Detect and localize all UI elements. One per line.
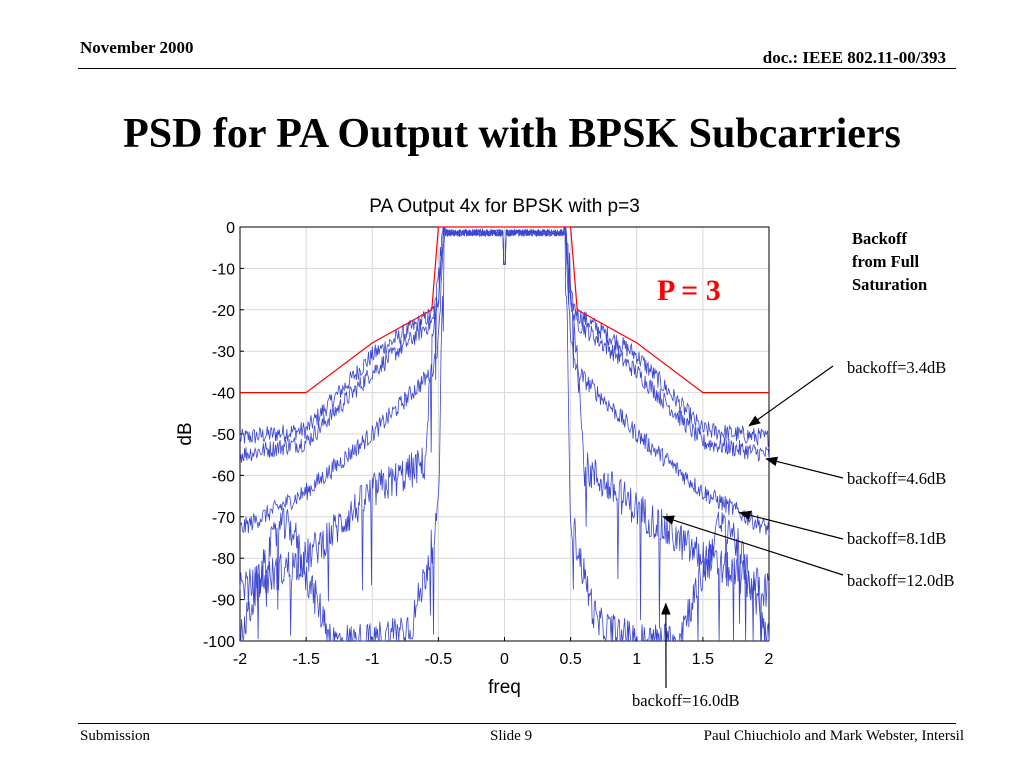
backoff-note-line: from Full xyxy=(852,250,927,273)
backoff-label-8-1: backoff=8.1dB xyxy=(847,529,946,549)
x-tick-label: 0 xyxy=(500,651,509,668)
y-tick-label: 0 xyxy=(226,220,235,237)
footer-divider xyxy=(78,723,956,724)
footer-slide-number: Slide 9 xyxy=(490,728,532,745)
backoff-label-12-0: backoff=12.0dB xyxy=(847,571,955,591)
y-tick-label: -100 xyxy=(203,634,235,651)
x-axis-label: freq xyxy=(488,677,521,698)
footer-submission: Submission xyxy=(80,728,150,745)
y-tick-label: -40 xyxy=(212,386,235,403)
y-tick-label: -50 xyxy=(212,427,235,444)
x-tick-label: -0.5 xyxy=(425,651,453,668)
x-tick-label: 1 xyxy=(632,651,641,668)
p-value-label: P = 3 xyxy=(657,274,721,308)
y-tick-label: -90 xyxy=(212,593,235,610)
y-tick-label: -10 xyxy=(212,261,235,278)
chart-title: PA Output 4x for BPSK with p=3 xyxy=(369,196,640,217)
y-axis-label: dB xyxy=(175,422,196,445)
y-tick-label: -20 xyxy=(212,303,235,320)
footer-authors: Paul Chiuchiolo and Mark Webster, Inters… xyxy=(704,728,964,745)
x-tick-label: 2 xyxy=(765,651,774,668)
backoff-note-line: Backoff xyxy=(852,227,927,250)
backoff-label-16-0: backoff=16.0dB xyxy=(632,691,740,711)
y-tick-label: -60 xyxy=(212,468,235,485)
y-tick-label: -30 xyxy=(212,344,235,361)
x-tick-label: 0.5 xyxy=(560,651,582,668)
y-tick-label: -80 xyxy=(212,551,235,568)
x-tick-label: -1.5 xyxy=(292,651,320,668)
backoff-note-line: Saturation xyxy=(852,273,927,296)
x-tick-label: -2 xyxy=(233,651,247,668)
x-tick-label: 1.5 xyxy=(692,651,714,668)
x-tick-label: -1 xyxy=(365,651,379,668)
backoff-note: Backoff from Full Saturation xyxy=(852,227,927,296)
annotation-arrow xyxy=(766,459,843,478)
backoff-label-4-6: backoff=4.6dB xyxy=(847,469,946,489)
y-tick-label: -70 xyxy=(212,510,235,527)
backoff-label-3-4: backoff=3.4dB xyxy=(847,358,946,378)
